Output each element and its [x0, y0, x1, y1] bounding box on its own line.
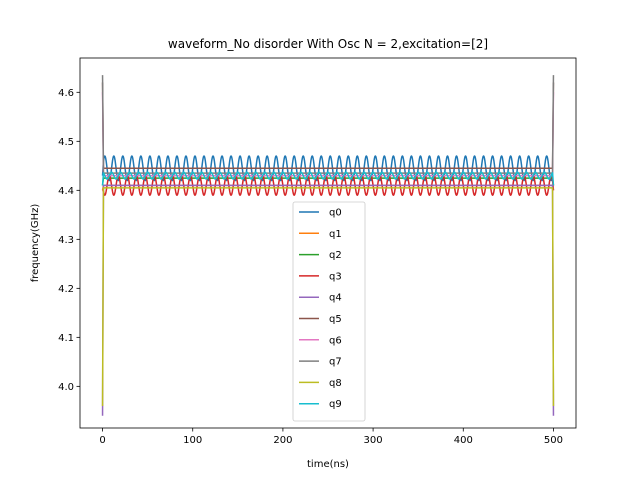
legend-label-q8: q8 [329, 378, 342, 389]
y-tick-label: 4.2 [58, 284, 74, 295]
x-tick-label: 500 [544, 435, 563, 446]
legend-label-q0: q0 [329, 208, 342, 219]
x-axis-label: time(ns) [307, 459, 349, 470]
legend-label-q4: q4 [329, 293, 342, 304]
series-line-q4 [101, 184, 555, 416]
x-axis-ticks: 0 100 200 300 400 500 [99, 428, 563, 446]
legend-label-q5: q5 [329, 314, 342, 325]
plot-frame [79, 57, 577, 429]
legend-label-q2: q2 [329, 250, 342, 261]
y-tick-label: 4.6 [58, 88, 74, 99]
series-line-q8 [101, 187, 555, 406]
y-tick-label: 4.5 [58, 137, 74, 148]
series-line-q6 [101, 92, 555, 177]
x-tick-label: 300 [364, 435, 383, 446]
series-line-q7 [101, 75, 555, 174]
y-axis-label: frequency(GHz) [30, 204, 41, 283]
x-tick-label: 0 [99, 435, 105, 446]
y-tick-label: 4.0 [58, 382, 74, 393]
y-axis-ticks: 4.0 4.1 4.2 4.3 4.4 4.5 4.6 [58, 88, 80, 393]
series-line-q5 [101, 82, 555, 170]
legend-label-q9: q9 [329, 399, 342, 410]
x-tick-label: 100 [183, 435, 202, 446]
chart-title: waveform_No disorder With Osc N = 2,exci… [168, 37, 488, 51]
plot-lines [101, 75, 555, 416]
legend: q0 q1 q2 q3 q4 q5 q6 q7 q8 q9 [292, 201, 366, 422]
legend-label-q3: q3 [329, 271, 342, 282]
y-tick-label: 4.4 [58, 186, 74, 197]
legend-label-q6: q6 [329, 335, 342, 346]
legend-label-q1: q1 [329, 229, 342, 240]
legend-label-q7: q7 [329, 357, 342, 368]
series-line-q9 [101, 171, 555, 186]
legend-box [292, 201, 366, 422]
x-tick-label: 200 [273, 435, 292, 446]
y-tick-label: 4.1 [58, 333, 74, 344]
x-tick-label: 400 [454, 435, 473, 446]
y-tick-label: 4.3 [58, 235, 74, 246]
